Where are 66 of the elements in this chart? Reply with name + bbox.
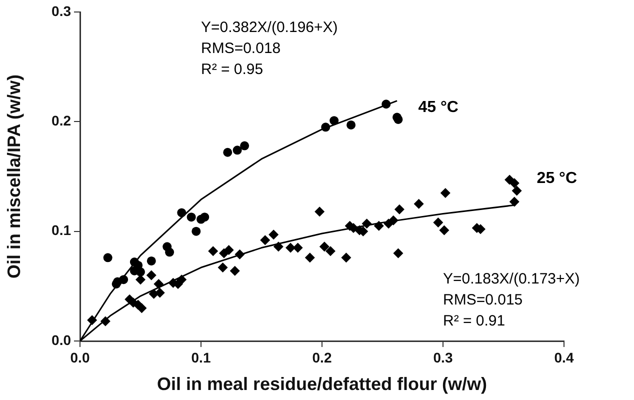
point [240, 141, 250, 150]
point [393, 248, 404, 258]
point [136, 303, 147, 314]
point [146, 270, 156, 280]
point [177, 208, 186, 218]
point [136, 267, 145, 276]
point [268, 230, 279, 240]
point [440, 188, 450, 198]
point [273, 242, 284, 252]
point [218, 262, 228, 273]
point [176, 274, 187, 285]
point [234, 249, 245, 260]
x-tick-label: 0.4 [554, 349, 574, 366]
point [394, 204, 404, 214]
point [286, 242, 296, 253]
y-axis-title: Oil in miscella/IPA (w/w) [4, 74, 24, 279]
point [433, 218, 444, 228]
point [512, 186, 522, 196]
x-tick-label: 0.2 [312, 349, 332, 366]
point [154, 288, 165, 298]
x-tick-label: 0.0 [70, 349, 90, 366]
point [388, 215, 398, 226]
point [509, 196, 520, 207]
annotation: Y=0.183X/(0.173+X) RMS=0.015 R² = 0.91 [443, 270, 580, 330]
point [319, 242, 330, 252]
point [509, 178, 520, 188]
y-tick-label: 0.1 [52, 222, 72, 238]
point [292, 242, 303, 253]
y-tick-label: 0.2 [52, 112, 72, 129]
point [230, 266, 240, 276]
x-tick-label: 0.1 [191, 349, 211, 366]
point [260, 235, 270, 246]
series-label: 25 °C [536, 170, 578, 188]
point [146, 256, 156, 266]
point [192, 226, 201, 236]
y-tick-label: 0.3 [52, 2, 72, 19]
point [374, 220, 384, 231]
y-tick-label: 0.0 [52, 332, 72, 348]
point [224, 244, 234, 255]
point [208, 246, 218, 256]
point [136, 274, 146, 285]
point [304, 252, 315, 263]
point [321, 122, 330, 132]
point [103, 253, 112, 262]
point [382, 100, 391, 109]
point [119, 275, 128, 284]
point [325, 246, 336, 256]
series-label: 45 °C [418, 98, 459, 116]
point [154, 278, 164, 289]
point [341, 252, 352, 263]
point [346, 120, 356, 130]
point [223, 148, 232, 157]
point [200, 212, 210, 222]
annotation: Y=0.382X/(0.196+X) RMS=0.018 R² = 0.95 [201, 19, 338, 78]
point [439, 225, 450, 236]
point [362, 218, 372, 229]
point [165, 248, 174, 257]
point [314, 206, 325, 217]
point [87, 315, 98, 326]
x-tick-label: 0.3 [433, 349, 453, 366]
point [186, 212, 196, 222]
point [414, 198, 424, 209]
point [100, 316, 110, 326]
x-axis-title: Oil in meal residue/defatted flour (w/w) [156, 374, 488, 394]
point [330, 116, 339, 126]
point [232, 146, 242, 155]
